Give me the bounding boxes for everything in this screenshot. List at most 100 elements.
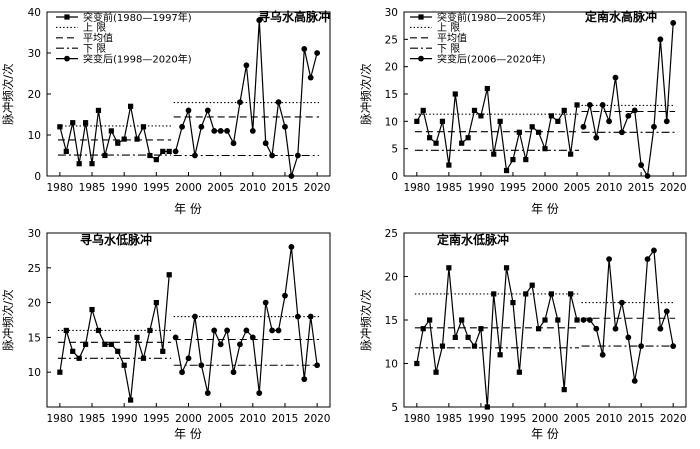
- data-point-circle: [269, 152, 276, 159]
- data-point-square: [121, 362, 127, 368]
- data-point-circle: [625, 334, 632, 341]
- x-axis-label: 年 份: [174, 427, 202, 441]
- data-point-square: [548, 291, 555, 297]
- data-point-square: [108, 341, 114, 347]
- data-point-square: [82, 120, 89, 126]
- data-point-circle: [217, 127, 224, 134]
- data-point-square: [568, 291, 574, 297]
- data-point-square: [153, 157, 159, 163]
- data-point-square: [523, 157, 529, 163]
- data-point-circle: [644, 173, 651, 179]
- x-tick-label: 1995: [500, 413, 527, 425]
- data-point-square: [478, 326, 484, 332]
- data-point-circle: [638, 162, 645, 168]
- data-point-circle: [294, 313, 301, 320]
- data-point-square: [503, 167, 510, 174]
- data-point-square: [76, 355, 82, 361]
- x-tick-label: 2000: [175, 413, 202, 425]
- data-point-square: [561, 387, 567, 393]
- data-point-square: [160, 148, 166, 154]
- data-point-square: [427, 317, 433, 323]
- x-tick-label: 2015: [272, 413, 299, 425]
- x-tick-label: 2010: [239, 182, 266, 194]
- x-tick-label: 1995: [143, 182, 170, 194]
- data-point-square: [420, 326, 426, 332]
- data-point-square: [57, 369, 63, 375]
- data-point-circle: [657, 325, 664, 332]
- data-point-square: [140, 124, 147, 130]
- data-point-circle: [663, 308, 670, 315]
- y-tick-label: 30: [28, 48, 41, 60]
- panel-title: 寻乌水低脉冲: [80, 232, 152, 247]
- data-point-circle: [651, 123, 657, 130]
- data-point-circle: [599, 102, 606, 108]
- data-point-square: [115, 140, 121, 146]
- data-point-square: [95, 107, 102, 113]
- data-point-circle: [580, 317, 587, 323]
- x-tick-label: 2020: [304, 182, 331, 194]
- y-tick-label: 15: [385, 315, 398, 327]
- legend-label: 平均值: [83, 32, 113, 45]
- series-line-2: [175, 20, 318, 177]
- data-point-circle: [269, 327, 276, 334]
- data-point-circle: [211, 327, 218, 334]
- data-point-square: [452, 334, 458, 340]
- data-point-square: [516, 129, 522, 135]
- data-point-square: [102, 152, 108, 159]
- data-point-square: [484, 404, 490, 410]
- y-tick-label: 15: [385, 89, 398, 101]
- data-point-circle: [282, 292, 288, 299]
- x-tick-label: 2005: [564, 182, 591, 194]
- chart-panel-3: 1980 1985 1990 1995 2000 2005 2010 2015 2020 10 15…: [1, 228, 331, 441]
- data-point-square: [134, 334, 140, 340]
- data-point-circle: [314, 50, 321, 56]
- data-point-square: [446, 265, 452, 271]
- y-tick-label: 10: [385, 116, 398, 128]
- legend-label: 突变后(2006—2020年): [437, 52, 546, 65]
- data-point-circle: [179, 123, 185, 130]
- data-point-circle: [172, 334, 179, 341]
- y-tick-label: 0: [391, 171, 398, 183]
- y-tick-label: 10: [28, 130, 41, 142]
- legend-label: 下 限: [437, 43, 460, 55]
- data-point-circle: [185, 355, 192, 362]
- y-axis-label: 脉冲频次/次: [1, 63, 15, 125]
- data-point-circle: [307, 313, 314, 320]
- data-point-circle: [243, 327, 250, 334]
- legend-marker-square: [64, 14, 70, 20]
- x-tick-label: 1995: [143, 413, 170, 425]
- x-tick-label: 2020: [660, 413, 687, 425]
- data-point-circle: [262, 299, 269, 306]
- data-point-square: [574, 102, 580, 108]
- panel-title: 定南水低脉冲: [437, 232, 509, 247]
- chart-panel-1: 1980 1985 1990 1995 2000 2005 2010 2015 2020 0 10 2…: [1, 7, 331, 216]
- x-tick-label: 2020: [304, 413, 331, 425]
- data-point-circle: [625, 112, 632, 119]
- data-point-square: [465, 334, 471, 340]
- data-point-circle: [198, 123, 205, 130]
- y-tick-label: 15: [28, 332, 41, 344]
- x-tick-label: 2015: [628, 182, 655, 194]
- data-point-square: [497, 352, 503, 358]
- y-tick-label: 30: [28, 228, 41, 240]
- data-point-circle: [204, 390, 211, 396]
- data-point-circle: [619, 129, 625, 136]
- data-point-square: [574, 317, 580, 323]
- data-point-circle: [288, 244, 295, 250]
- data-point-circle: [211, 127, 218, 134]
- x-tick-label: 1980: [403, 413, 430, 425]
- data-point-circle: [192, 152, 198, 159]
- data-point-circle: [301, 46, 308, 52]
- x-tick-label: 1990: [468, 182, 495, 194]
- legend-marker-circle: [64, 55, 70, 62]
- y-tick-label: 25: [385, 228, 398, 240]
- x-tick-label: 2000: [532, 413, 559, 425]
- y-tick-label: 10: [385, 359, 398, 371]
- data-point-square: [542, 146, 548, 152]
- data-point-square: [115, 348, 121, 354]
- data-point-square: [89, 161, 95, 167]
- x-axis-label: 年 份: [174, 202, 202, 216]
- x-tick-label: 1990: [468, 413, 495, 425]
- x-tick-label: 1990: [111, 182, 138, 194]
